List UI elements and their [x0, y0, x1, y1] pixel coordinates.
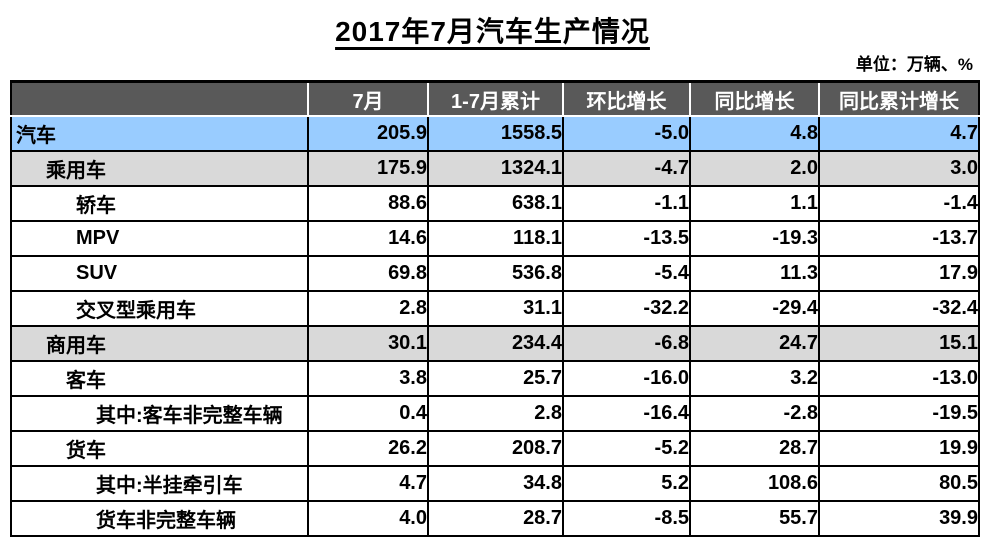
value-cell: 80.5	[818, 465, 980, 502]
row-label-cell: 货车	[10, 430, 309, 467]
value-cell: 118.1	[427, 220, 564, 257]
value-cell: -5.4	[562, 255, 691, 292]
row-label-cell: 交叉型乘用车	[10, 290, 309, 327]
value-cell: -32.2	[562, 290, 691, 327]
value-cell: 2.0	[689, 150, 820, 187]
table-header-cell: 同比累计增长	[818, 80, 980, 117]
value-cell: -8.5	[562, 500, 691, 537]
value-cell: -13.7	[818, 220, 980, 257]
value-cell: 1324.1	[427, 150, 564, 187]
value-cell: -16.0	[562, 360, 691, 397]
value-cell: -19.3	[689, 220, 820, 257]
row-label-cell: 汽车	[10, 116, 309, 152]
table-row: 其中:客车非完整车辆 0.4 2.8 -16.4 -2.8 -19.5	[10, 395, 980, 432]
value-cell: 88.6	[307, 185, 429, 222]
row-label-cell: SUV	[10, 255, 309, 292]
value-cell: 26.2	[307, 430, 429, 467]
value-cell: 25.7	[427, 360, 564, 397]
value-cell: 69.8	[307, 255, 429, 292]
value-cell: 205.9	[307, 116, 429, 152]
value-cell: 0.4	[307, 395, 429, 432]
value-cell: 4.7	[307, 465, 429, 502]
value-cell: 4.8	[689, 116, 820, 152]
value-cell: 536.8	[427, 255, 564, 292]
table-row: 乘用车 175.9 1324.1 -4.7 2.0 3.0	[10, 150, 980, 187]
value-cell: -19.5	[818, 395, 980, 432]
table-header-cell	[10, 80, 309, 117]
value-cell: 39.9	[818, 500, 980, 537]
row-label-cell: 轿车	[10, 185, 309, 222]
value-cell: -6.8	[562, 325, 691, 362]
row-label-cell: 货车非完整车辆	[10, 500, 309, 537]
value-cell: 638.1	[427, 185, 564, 222]
table-header-cell: 环比增长	[562, 80, 691, 117]
row-label-cell: MPV	[10, 220, 309, 257]
table-header-cell: 同比增长	[689, 80, 820, 117]
value-cell: 14.6	[307, 220, 429, 257]
value-cell: 4.0	[307, 500, 429, 537]
value-cell: 17.9	[818, 255, 980, 292]
value-cell: -1.4	[818, 185, 980, 222]
value-cell: 1558.5	[427, 116, 564, 152]
value-cell: 175.9	[307, 150, 429, 187]
table-row: 货车非完整车辆 4.0 28.7 -8.5 55.7 39.9	[10, 500, 980, 537]
table-header-cell: 7月	[307, 80, 429, 117]
table-row: 交叉型乘用车 2.8 31.1 -32.2 -29.4 -32.4	[10, 290, 980, 327]
value-cell: 28.7	[427, 500, 564, 537]
table-row: 汽车 205.9 1558.5 -5.0 4.8 4.7	[10, 116, 980, 152]
value-cell: 234.4	[427, 325, 564, 362]
value-cell: 3.8	[307, 360, 429, 397]
value-cell: 208.7	[427, 430, 564, 467]
value-cell: -5.0	[562, 116, 691, 152]
table-row: 其中:半挂牵引车 4.7 34.8 5.2 108.6 80.5	[10, 465, 980, 502]
value-cell: 19.9	[818, 430, 980, 467]
table-row: SUV 69.8 536.8 -5.4 11.3 17.9	[10, 255, 980, 292]
value-cell: 3.2	[689, 360, 820, 397]
table-row: MPV 14.6 118.1 -13.5 -19.3 -13.7	[10, 220, 980, 257]
page-title: 2017年7月汽车生产情况	[335, 16, 650, 47]
value-cell: -13.0	[818, 360, 980, 397]
value-cell: -13.5	[562, 220, 691, 257]
page: 2017年7月汽车生产情况 单位：万辆、% 7月 1-7月累计 环比增长 同比增长 同比…	[0, 10, 985, 537]
value-cell: 1.1	[689, 185, 820, 222]
value-cell: 108.6	[689, 465, 820, 502]
table-body: 汽车 205.9 1558.5 -5.0 4.8 4.7 乘用车 175.9 1324.1 -4.…	[10, 116, 980, 537]
value-cell: -1.1	[562, 185, 691, 222]
value-cell: 5.2	[562, 465, 691, 502]
value-cell: 55.7	[689, 500, 820, 537]
value-cell: 15.1	[818, 325, 980, 362]
value-cell: 4.7	[818, 116, 980, 152]
value-cell: 2.8	[307, 290, 429, 327]
table-header-cell: 1-7月累计	[427, 80, 564, 117]
production-table: 7月 1-7月累计 环比增长 同比增长 同比累计增长 汽车 205.9 1558.5 -5.0…	[10, 80, 980, 537]
value-cell: 2.8	[427, 395, 564, 432]
table-row: 商用车 30.1 234.4 -6.8 24.7 15.1	[10, 325, 980, 362]
value-cell: 3.0	[818, 150, 980, 187]
value-cell: -16.4	[562, 395, 691, 432]
value-cell: -2.8	[689, 395, 820, 432]
value-cell: -32.4	[818, 290, 980, 327]
value-cell: 31.1	[427, 290, 564, 327]
table-row: 客车 3.8 25.7 -16.0 3.2 -13.0	[10, 360, 980, 397]
value-cell: -5.2	[562, 430, 691, 467]
table-row: 货车 26.2 208.7 -5.2 28.7 19.9	[10, 430, 980, 467]
value-cell: -29.4	[689, 290, 820, 327]
row-label-cell: 乘用车	[10, 150, 309, 187]
table-row: 轿车 88.6 638.1 -1.1 1.1 -1.4	[10, 185, 980, 222]
row-label-cell: 商用车	[10, 325, 309, 362]
value-cell: 24.7	[689, 325, 820, 362]
value-cell: 11.3	[689, 255, 820, 292]
table-header-row: 7月 1-7月累计 环比增长 同比增长 同比累计增长	[10, 80, 980, 117]
row-label-cell: 其中:半挂牵引车	[10, 465, 309, 502]
value-cell: 30.1	[307, 325, 429, 362]
row-label-cell: 其中:客车非完整车辆	[10, 395, 309, 432]
value-cell: -4.7	[562, 150, 691, 187]
unit-label: 单位：万辆、%	[855, 55, 973, 74]
row-label-cell: 客车	[10, 360, 309, 397]
value-cell: 34.8	[427, 465, 564, 502]
value-cell: 28.7	[689, 430, 820, 467]
